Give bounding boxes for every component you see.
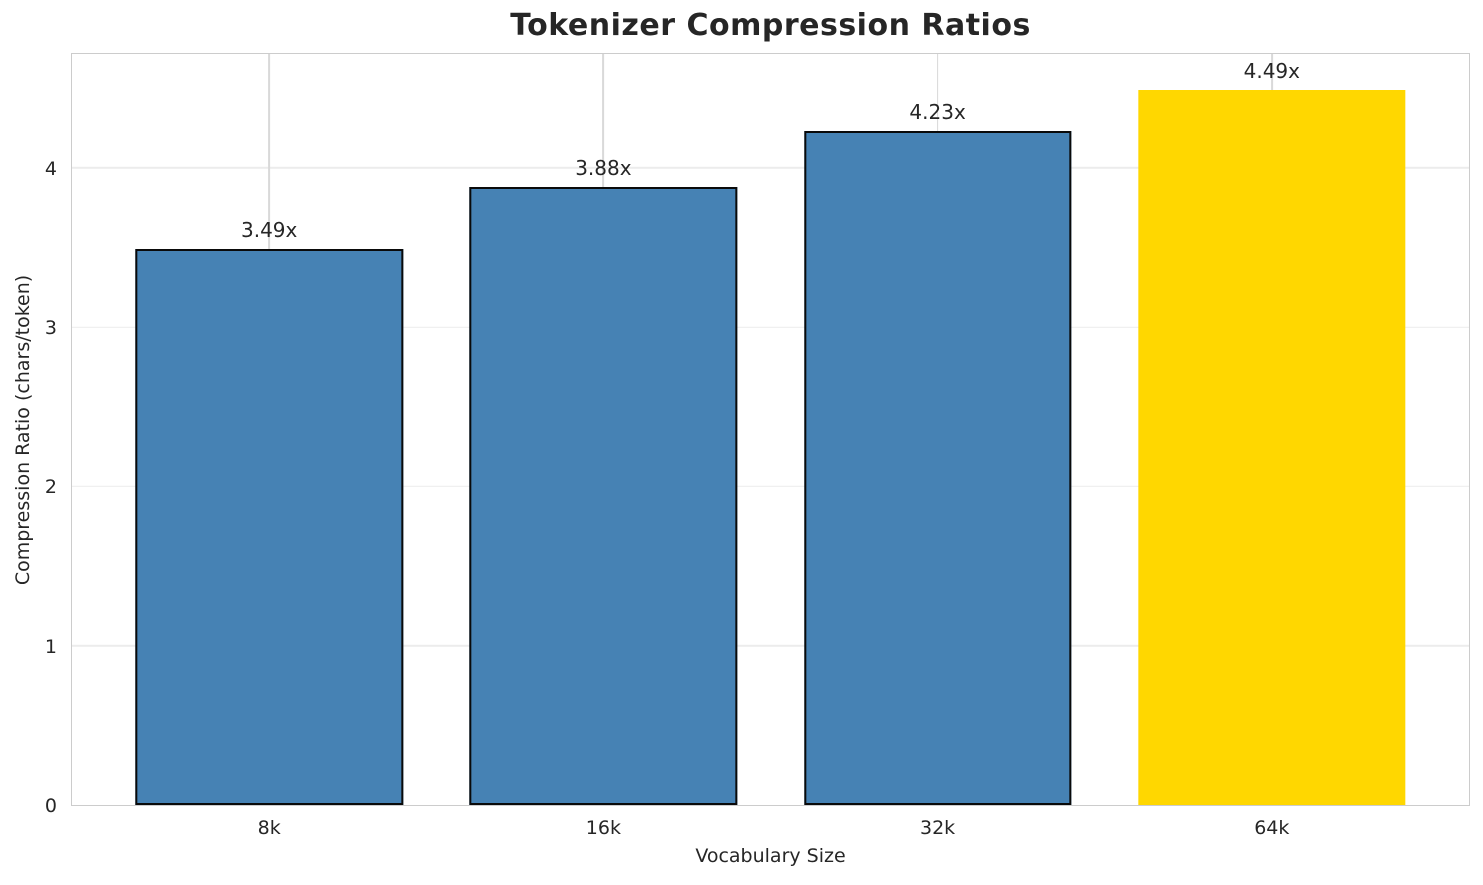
bar (1138, 89, 1406, 805)
x-tick-label: 16k (585, 817, 621, 839)
chart-title: Tokenizer Compression Ratios (510, 8, 1031, 43)
plot-area: 0 1 2 3 4 3.49x 8k 3.88x 16k 4.23x 32k 4.49x 64k (45, 53, 1470, 839)
y-axis-label: Compression Ratio (chars/token) (12, 274, 34, 586)
x-axis-label: Vocabulary Size (695, 845, 846, 867)
bar-value-label: 4.49x (1243, 58, 1300, 83)
bar-value-label: 3.49x (240, 218, 298, 243)
y-tick-label: 4 (44, 157, 57, 180)
x-tick-label: 8k (257, 817, 281, 839)
h-gridline (72, 326, 1469, 328)
h-gridline (72, 485, 1469, 488)
h-gridline (72, 167, 1469, 169)
y-tick-label: 1 (44, 635, 57, 658)
x-tick-label: 32k (920, 817, 956, 839)
bar (803, 131, 1072, 805)
bar-value-label: 3.88x (575, 155, 632, 180)
x-tick-label: 64k (1254, 817, 1290, 839)
bar (469, 186, 738, 805)
y-tick-label: 3 (44, 317, 57, 340)
bar-value-label: 4.23x (909, 100, 966, 125)
y-tick-label: 2 (44, 476, 57, 499)
bar (135, 249, 403, 805)
h-gridline (72, 644, 1469, 647)
y-tick-label: 0 (44, 795, 57, 817)
